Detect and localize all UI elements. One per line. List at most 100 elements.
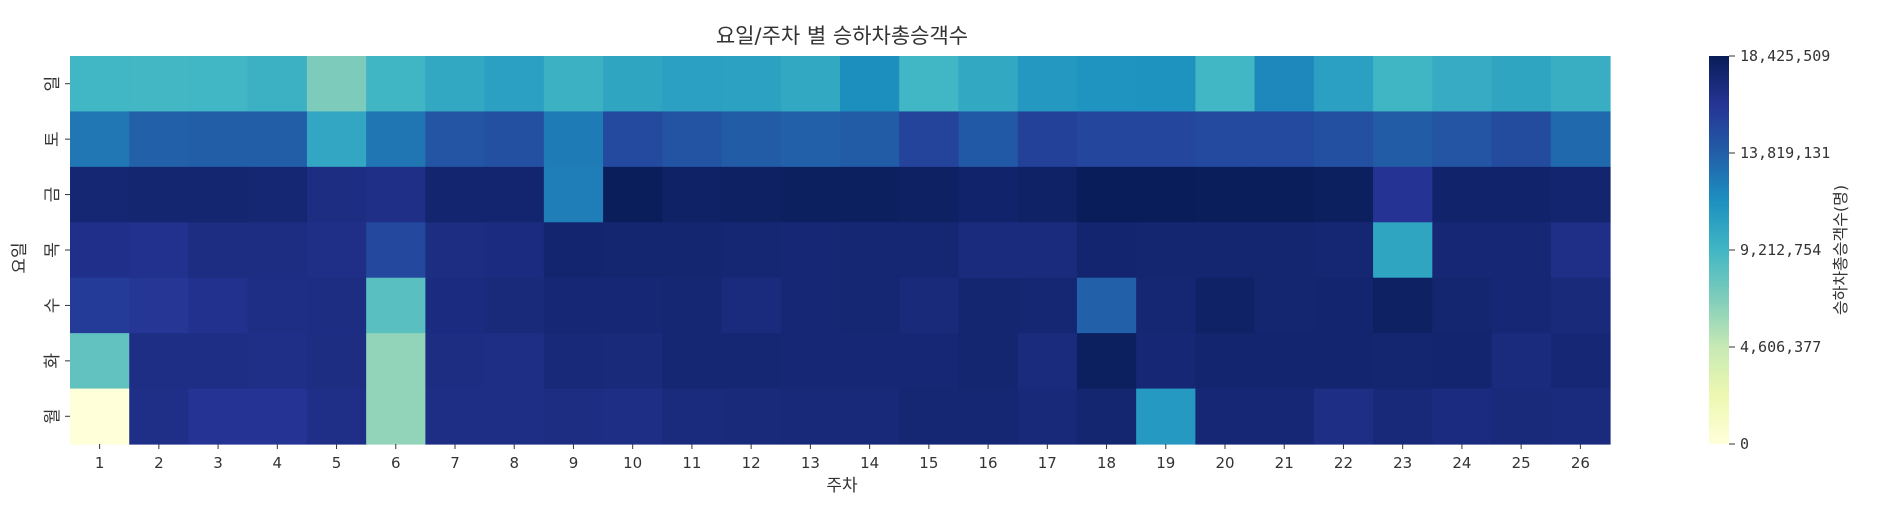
- heatmap-cell: [603, 166, 663, 223]
- heatmap-cell: [1017, 333, 1078, 390]
- heatmap-cell: [1254, 388, 1315, 445]
- heatmap-cell: [247, 222, 308, 279]
- heatmap-cell: [603, 277, 663, 334]
- heatmap-cell: [721, 111, 782, 168]
- heatmap-cell: [129, 166, 190, 223]
- heatmap-cell: [958, 277, 1019, 334]
- x-tick-label: 22: [1334, 454, 1353, 472]
- y-axis-label: 요일: [10, 242, 30, 273]
- heatmap-cell: [1550, 111, 1611, 168]
- heatmap-cell: [1313, 111, 1374, 168]
- heatmap-cell: [1136, 166, 1196, 223]
- heatmap-cell: [899, 166, 960, 223]
- heatmap-cell: [1017, 222, 1078, 279]
- x-tick-label: 5: [332, 454, 342, 472]
- heatmap-cell: [840, 56, 900, 113]
- heatmap-cell: [70, 56, 130, 113]
- heatmap-cell: [70, 111, 130, 168]
- heatmap-cell: [1195, 166, 1256, 223]
- heatmap-cell: [1491, 333, 1552, 390]
- heatmap-cell: [188, 333, 249, 390]
- colorbar-tick-label: 13,819,131: [1740, 144, 1830, 162]
- heatmap-cell: [1491, 166, 1552, 223]
- heatmap-cell: [1550, 222, 1611, 279]
- heatmap-cell: [1195, 111, 1256, 168]
- heatmap-cell: [543, 166, 604, 223]
- x-tick-label: 25: [1512, 454, 1531, 472]
- heatmap-cell: [247, 111, 308, 168]
- x-tick-label: 15: [919, 454, 938, 472]
- x-tick-label: 10: [623, 454, 642, 472]
- heatmap-cell: [543, 111, 604, 168]
- heatmap-cell: [1313, 56, 1374, 113]
- heatmap-cell: [306, 333, 367, 390]
- heatmap-cell: [1076, 56, 1137, 113]
- heatmap-cell: [188, 388, 249, 445]
- heatmap-cell: [247, 56, 308, 113]
- heatmap-cell: [780, 111, 841, 168]
- x-tick-label: 24: [1452, 454, 1471, 472]
- y-tick-label: 일: [43, 76, 63, 92]
- heatmap-cell: [1136, 333, 1196, 390]
- colorbar-ticks: 0 4,606,377 9,212,754 13,819,131 18,425,509: [1729, 47, 1830, 453]
- heatmap-cell: [958, 388, 1019, 445]
- heatmap-cell: [840, 388, 900, 445]
- heatmap-cell: [840, 111, 900, 168]
- x-tick-label: 23: [1393, 454, 1412, 472]
- heatmap-cell: [1254, 222, 1315, 279]
- heatmap-cell: [129, 388, 190, 445]
- x-tick-label: 26: [1571, 454, 1590, 472]
- heatmap-cell: [247, 333, 308, 390]
- x-tick-label: 8: [509, 454, 519, 472]
- colorbar-tick-label: 9,212,754: [1740, 241, 1821, 259]
- heatmap-cell: [1550, 333, 1611, 390]
- heatmap-cell: [1550, 56, 1611, 113]
- heatmap-cell: [70, 166, 130, 223]
- heatmap-cell: [188, 277, 249, 334]
- heatmap-cell: [1373, 388, 1433, 445]
- heatmap-cell: [1136, 56, 1196, 113]
- heatmap-cell: [1491, 222, 1552, 279]
- heatmap-cell: [1254, 56, 1315, 113]
- heatmap-cell: [366, 111, 426, 168]
- heatmap-cell: [484, 222, 545, 279]
- heatmap-cell: [1136, 222, 1196, 279]
- heatmap-cell: [366, 56, 426, 113]
- heatmap-cell: [70, 388, 130, 445]
- heatmap-cell: [1254, 333, 1315, 390]
- y-tick-label: 목: [43, 242, 63, 258]
- heatmap-cell: [1491, 277, 1552, 334]
- heatmap-cell: [1550, 166, 1611, 223]
- heatmap-cell: [1432, 166, 1493, 223]
- heatmap-cell: [1432, 222, 1493, 279]
- heatmap-cell: [306, 56, 367, 113]
- heatmap-cell: [1432, 333, 1493, 390]
- heatmap-cell: [70, 333, 130, 390]
- heatmap-cell: [1195, 277, 1256, 334]
- colorbar-tick-label: 0: [1740, 435, 1749, 453]
- heatmap-cell: [780, 277, 841, 334]
- x-tick-label: 21: [1275, 454, 1294, 472]
- heatmap-cell: [1076, 388, 1137, 445]
- x-tick-labels: 1 2 3 4 5 6 7 8 9 10 11 12 13 14 15 16 17 18 19 20 21 22 23 24 2…: [95, 444, 1590, 472]
- heatmap-cell: [840, 166, 900, 223]
- x-tick-label: 20: [1215, 454, 1234, 472]
- heatmap-cell: [958, 333, 1019, 390]
- heatmap-cell: [1313, 222, 1374, 279]
- heatmap-cell: [662, 333, 723, 390]
- heatmap-cell: [662, 166, 723, 223]
- heatmap-cell: [1491, 111, 1552, 168]
- heatmap-cell: [425, 56, 486, 113]
- y-tick-label: 화: [43, 353, 63, 369]
- heatmap-cell: [840, 277, 900, 334]
- heatmap-cell: [662, 277, 723, 334]
- heatmap-cell: [662, 388, 723, 445]
- heatmap-cell: [721, 388, 782, 445]
- heatmap-cell: [129, 56, 190, 113]
- heatmap-cell: [129, 222, 190, 279]
- heatmap-cell: [543, 277, 604, 334]
- heatmap-cell: [1076, 111, 1137, 168]
- heatmap-cell: [899, 111, 960, 168]
- heatmap-cell: [780, 222, 841, 279]
